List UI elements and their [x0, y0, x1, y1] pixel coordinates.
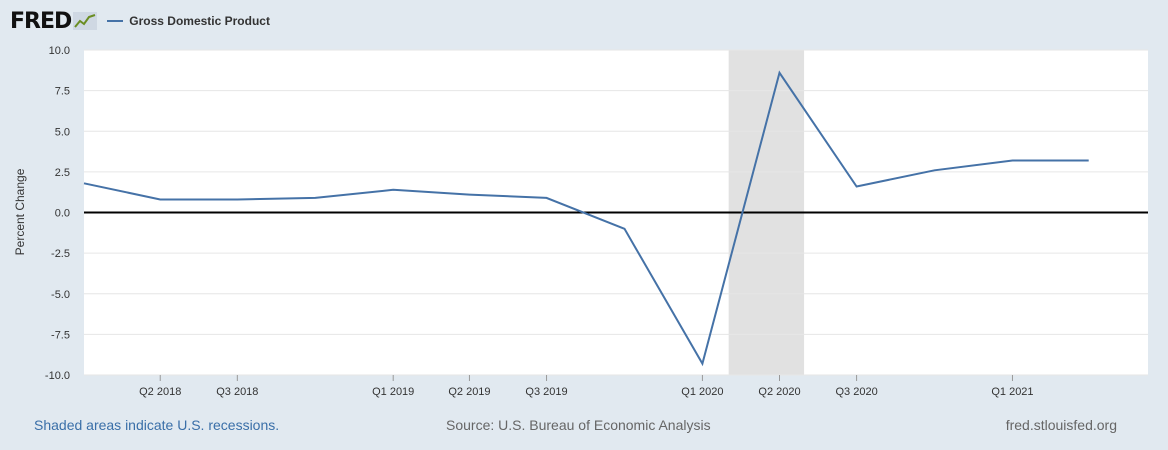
- y-axis-label: Percent Change: [13, 168, 27, 255]
- x-tick-label: Q1 2020: [681, 386, 723, 398]
- y-tick-label: -2.5: [51, 248, 70, 260]
- x-tick-label: Q3 2019: [525, 386, 567, 398]
- x-tick-label: Q2 2019: [448, 386, 490, 398]
- y-tick-label: -7.5: [51, 329, 70, 341]
- y-tick-label: -10.0: [45, 370, 70, 382]
- fred-graph-icon: [73, 12, 98, 30]
- legend-line-swatch: [107, 20, 124, 22]
- y-tick-label: 10.0: [49, 45, 70, 57]
- x-tick-label: Q2 2020: [758, 386, 800, 398]
- legend-series-label: Gross Domestic Product: [129, 14, 270, 28]
- y-tick-label: -5.0: [51, 289, 70, 301]
- x-tick-label: Q3 2020: [835, 386, 877, 398]
- x-tick-label: Q1 2019: [372, 386, 414, 398]
- y-tick-label: 2.5: [55, 167, 70, 179]
- site-link[interactable]: fred.stlouisfed.org: [1005, 417, 1117, 433]
- y-tick-label: 5.0: [55, 126, 70, 138]
- y-tick-label: 7.5: [55, 86, 70, 98]
- x-tick-label: Q1 2021: [991, 386, 1033, 398]
- series-line-gdp[interactable]: [83, 70, 1089, 367]
- x-tick-label: Q3 2018: [216, 386, 258, 398]
- fred-logo[interactable]: FRED: [10, 8, 72, 34]
- gdp-line-chart[interactable]: 10.0 7.5 5.0 2.5 0.0 -2.5 -5.0 -7.5 -10.0 Q2 201…: [0, 0, 1168, 410]
- y-tick-label: 0.0: [55, 208, 70, 220]
- x-tick-label: Q2 2018: [139, 386, 181, 398]
- source-text: Source: U.S. Bureau of Economic Analysis: [446, 417, 711, 433]
- recession-note: Shaded areas indicate U.S. recessions.: [34, 417, 280, 433]
- chart-header: FRED Gross Domestic Product: [10, 6, 270, 36]
- chart-legend[interactable]: Gross Domestic Product: [107, 14, 270, 28]
